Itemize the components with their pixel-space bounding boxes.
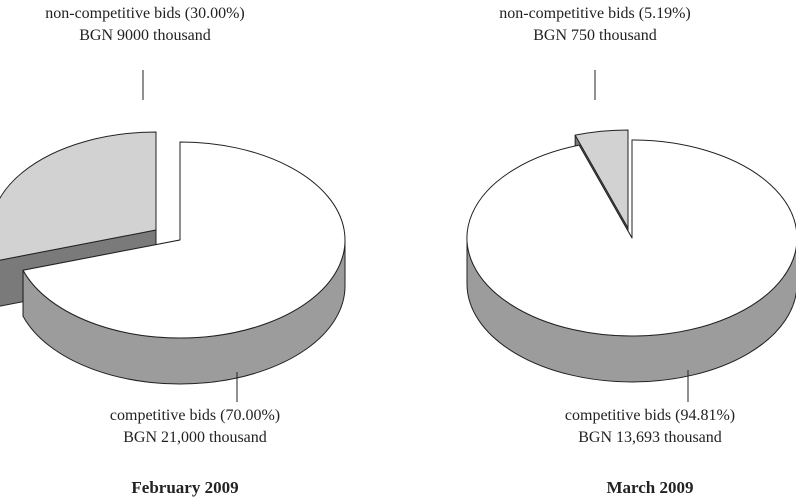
amount-label: BGN 9000 thousand <box>79 27 211 44</box>
value-label: (94.81%) <box>675 407 735 424</box>
pie-slice <box>466 139 796 383</box>
pie-slice <box>22 141 346 385</box>
amount-label: BGN 750 thousand <box>533 27 657 44</box>
category-label: non-competitive bids <box>45 5 181 22</box>
category-label: non-competitive bids <box>499 5 635 22</box>
category-label: competitive bids <box>565 407 671 424</box>
chart-title: March 2009 <box>606 478 693 497</box>
slice-top <box>574 129 629 229</box>
slice-top <box>466 139 796 337</box>
slice-top <box>22 141 346 339</box>
slice-top <box>0 131 157 261</box>
slice-label: competitive bids (94.81%) <box>565 407 735 424</box>
amount-label: BGN 21,000 thousand <box>123 429 267 446</box>
value-label: (70.00%) <box>220 407 280 424</box>
chart-title: February 2009 <box>131 478 238 497</box>
amount-label: BGN 13,693 thousand <box>578 429 722 446</box>
slice-label: non-competitive bids (30.00%) <box>45 5 245 22</box>
slice-label: competitive bids (70.00%) <box>110 407 280 424</box>
value-label: (5.19%) <box>639 5 691 22</box>
slice-label: non-competitive bids (5.19%) <box>499 5 691 22</box>
value-label: (30.00%) <box>185 5 245 22</box>
category-label: competitive bids <box>110 407 216 424</box>
